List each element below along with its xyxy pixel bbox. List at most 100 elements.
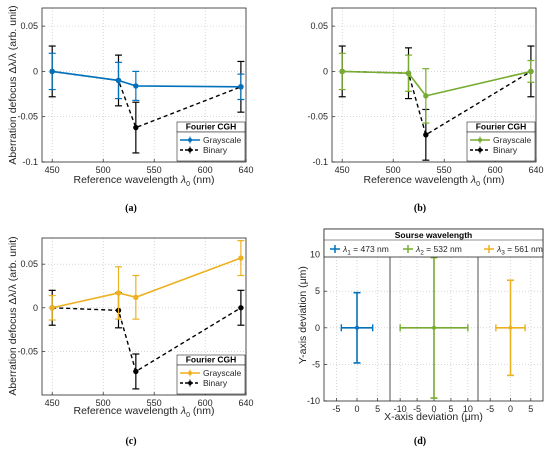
data-point <box>133 368 139 375</box>
x-tick-label: 500 <box>96 165 111 175</box>
chart-c: 450 500 550 600 640 0.05 0 -0.05 Reference wavel… <box>7 236 254 419</box>
series-line <box>52 70 241 88</box>
legend-entry-value: = 561 nm <box>505 244 543 254</box>
x-tick-label: 600 <box>198 165 213 175</box>
series-grayscale <box>48 240 245 321</box>
legend-title: Fourier CGH <box>186 355 237 365</box>
legend-marker <box>188 138 192 142</box>
x-tick-label: 640 <box>238 165 253 175</box>
axes-box <box>41 7 247 163</box>
caption-d: (d) <box>414 436 426 447</box>
x-tick-label: 5 <box>528 404 533 414</box>
x-axis-label-lambda: λ <box>180 174 186 186</box>
legend-entry: Binary <box>203 145 228 155</box>
caption-a: (a) <box>125 203 137 214</box>
x-axis-label-unit: (nm) <box>190 405 215 417</box>
data-point <box>339 68 345 75</box>
series-line <box>342 70 532 97</box>
y-tick-label: 0 <box>315 323 320 333</box>
legend-entry: Grayscale <box>493 135 532 145</box>
x-axis-label: Reference wavelength λ0 (nm) <box>74 174 215 188</box>
data-point <box>238 255 244 261</box>
series-grayscale <box>338 52 535 124</box>
legend-entry-value: = 473 nm <box>351 244 389 254</box>
legend-box <box>176 364 246 395</box>
subpanel-3: -5 0 5 <box>477 257 533 414</box>
x-axis-label-unit: (nm) <box>480 174 505 186</box>
y-tick-label: 5 <box>315 286 320 296</box>
series-line <box>52 307 242 373</box>
x-tick-label: 450 <box>335 165 350 175</box>
legend-entry: λ2 = 532 nm <box>415 244 462 257</box>
legend-entry-lambda: λ <box>496 244 501 254</box>
x-tick-label: 0 <box>431 404 436 414</box>
x-axis-label: Reference wavelength λ0 (nm) <box>364 174 505 188</box>
chart-b: 450 500 550 600 640 0.05 0 -0.05 -0.1 Reference w… <box>307 7 544 188</box>
legend-entry-lambda: λ <box>342 244 347 254</box>
y-tick-label: 10 <box>310 250 320 260</box>
x-tick-label: 600 <box>198 398 213 408</box>
caption-b: (b) <box>414 203 426 214</box>
legend-marker <box>188 381 192 385</box>
axes-box <box>41 237 247 396</box>
x-tick-label: 0 <box>508 404 513 414</box>
x-axis-label-lambda: λ <box>180 405 186 417</box>
legend-entry: Grayscale <box>203 368 242 378</box>
x-axis-label-text: Reference wavelength <box>74 174 181 186</box>
legend-marker <box>188 371 192 375</box>
series-grayscale <box>48 52 245 102</box>
x-axis-label-unit: (nm) <box>190 174 215 186</box>
y-tick-label: -5 <box>312 359 320 369</box>
data-point <box>133 83 139 89</box>
legend-marker <box>478 138 482 142</box>
y-tick-label: -0.05 <box>17 112 38 122</box>
y-axis-label: Aberration defocus Δλ/λ (arb. unit) <box>7 5 19 164</box>
legend-entry: Binary <box>203 378 228 388</box>
x-axis-label-sub: 0 <box>186 181 190 188</box>
x-tick-label: 5 <box>375 404 380 414</box>
legend-entry-sub: 3 <box>501 250 505 257</box>
legend-entry-sub: 1 <box>347 250 351 257</box>
legend-box <box>176 131 246 162</box>
x-tick-label: 5 <box>448 404 453 414</box>
x-tick-label: 0 <box>354 404 359 414</box>
y-tick-label: -0.1 <box>312 157 328 167</box>
data-point <box>115 77 122 84</box>
chart-a: 450 500 550 600 640 0.05 0 -0.05 -0.1 Reference w… <box>7 5 254 188</box>
y-tick-label: 0 <box>323 66 328 76</box>
series-line <box>52 70 242 129</box>
x-tick-label: -5 <box>332 404 340 414</box>
x-axis-label-text: Reference wavelength <box>74 405 181 417</box>
x-tick-label: 10 <box>463 404 473 414</box>
chart-d: 10 5 0 -5 -10 -5 0 5 -10 -5 0 5 10 -5 0 5 Sourse wavelen… <box>297 228 544 423</box>
x-tick-label: 640 <box>238 398 253 408</box>
legend-marker <box>188 148 192 152</box>
legend-entry: Grayscale <box>203 135 242 145</box>
legend-title: Sourse wavelength <box>395 230 472 240</box>
data-point <box>238 305 244 311</box>
data-point <box>355 325 359 330</box>
data-point <box>423 132 429 138</box>
y-tick-label: -0.05 <box>17 346 38 356</box>
legend-title: Fourier CGH <box>186 122 237 132</box>
legend-entry-lambda: λ <box>415 244 420 254</box>
x-tick-label: 450 <box>45 165 60 175</box>
captions-layer: (a) (b) (c) (d) <box>125 203 426 447</box>
legend-entry-sub: 2 <box>420 250 424 257</box>
subpanel-1: -5 0 5 <box>332 257 380 414</box>
x-tick-label: 500 <box>386 165 401 175</box>
legend-entry-value: = 532 nm <box>424 244 462 254</box>
x-tick-label: -5 <box>486 404 494 414</box>
y-tick-label: 0 <box>33 66 38 76</box>
legend-box <box>323 228 544 258</box>
y-tick-label: 0 <box>33 303 38 313</box>
data-point <box>508 325 513 330</box>
x-axis-label: X-axis deviation (μm) <box>384 411 483 423</box>
data-point <box>432 325 436 330</box>
data-point <box>115 290 122 296</box>
x-tick-label: 550 <box>147 165 162 175</box>
